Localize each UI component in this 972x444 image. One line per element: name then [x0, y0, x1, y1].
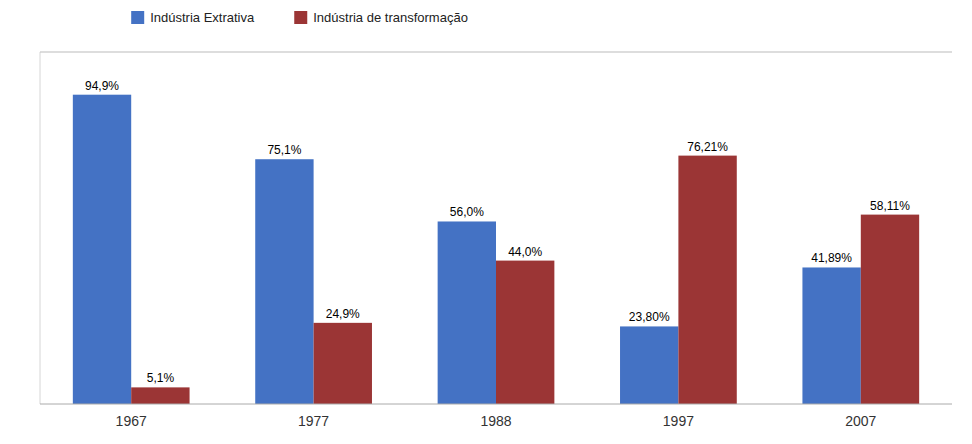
- legend-swatch: [131, 11, 144, 24]
- x-tick-label: 1967: [116, 413, 147, 429]
- bar: [255, 159, 313, 404]
- legend-label: Indústria Extrativa: [150, 10, 255, 25]
- legend: Indústria Extrativa Indústria de transfor…: [131, 10, 468, 25]
- bar: [678, 156, 736, 404]
- bar: [314, 323, 372, 404]
- data-label: 5,1%: [147, 371, 175, 385]
- y-axis-line: [40, 52, 41, 404]
- x-tick-label: 1997: [663, 413, 694, 429]
- data-label: 76,21%: [687, 140, 728, 154]
- bar: [73, 95, 131, 404]
- legend-swatch: [294, 11, 307, 24]
- bar: [802, 267, 860, 404]
- bar: [131, 387, 189, 404]
- chart: 94,9% 75,1% 56,0% 23,80% 41,89% 5,1% 24,9% 44,0…: [0, 0, 972, 444]
- data-label: 75,1%: [267, 143, 301, 157]
- data-label: 94,9%: [85, 79, 119, 93]
- data-label: 44,0%: [508, 245, 542, 259]
- range-top-line: [40, 52, 952, 53]
- bar: [438, 221, 496, 404]
- data-label: 41,89%: [811, 251, 852, 265]
- data-label: 56,0%: [450, 205, 484, 219]
- bar: [861, 215, 919, 404]
- data-labels: 94,9% 75,1% 56,0% 23,80% 41,89% 5,1% 24,9% 44,0…: [85, 79, 910, 386]
- bar: [620, 326, 678, 404]
- bars: [73, 95, 919, 404]
- data-label: 23,80%: [629, 310, 670, 324]
- data-label: 24,9%: [326, 307, 360, 321]
- x-tick-label: 2007: [845, 413, 876, 429]
- data-label: 58,11%: [870, 199, 910, 213]
- x-tick-label: 1988: [480, 413, 511, 429]
- x-axis-line: [40, 404, 952, 405]
- legend-label: Indústria de transformação: [313, 10, 468, 25]
- x-tick-label: 1977: [298, 413, 329, 429]
- bar: [496, 261, 554, 404]
